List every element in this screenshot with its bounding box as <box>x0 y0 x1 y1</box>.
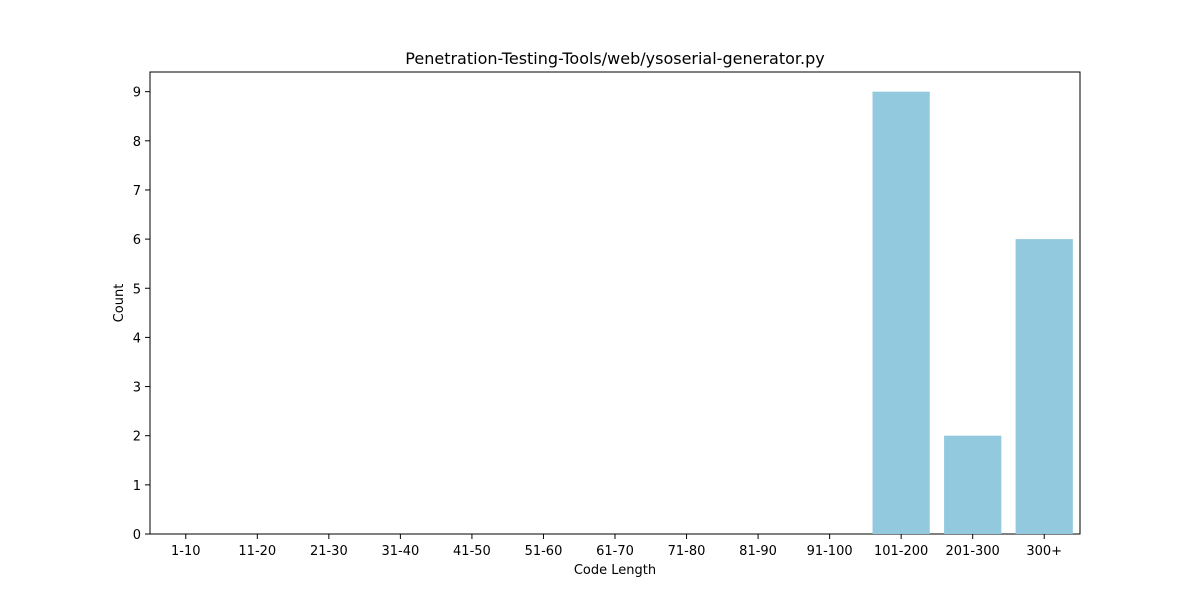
chart-title: Penetration-Testing-Tools/web/ysoserial-… <box>405 49 824 68</box>
x-tick-label: 201-300 <box>946 544 1000 559</box>
y-tick-label: 8 <box>133 135 141 150</box>
x-tick-label: 71-80 <box>668 544 706 559</box>
y-tick-label: 1 <box>133 479 141 494</box>
x-axis-label: Code Length <box>574 563 656 578</box>
y-tick-label: 0 <box>133 528 141 543</box>
bar-300+ <box>1015 239 1073 534</box>
bar-101-200 <box>872 91 930 534</box>
x-tick-label: 21-30 <box>310 544 348 559</box>
x-tick-label: 11-20 <box>238 544 276 559</box>
x-tick-label: 91-100 <box>807 544 853 559</box>
y-tick-label: 9 <box>133 86 141 101</box>
y-tick-label: 2 <box>133 430 141 445</box>
x-tick-label: 61-70 <box>596 544 634 559</box>
plot-area <box>149 71 1081 535</box>
y-tick-label: 7 <box>133 184 141 199</box>
x-axis: 1-10 11-20 21-30 31-40 41-50 51-60 61-70 71-80 8… <box>171 534 1062 559</box>
x-tick-label: 81-90 <box>739 544 777 559</box>
y-axis: 0 1 2 3 4 5 6 7 8 9 <box>133 86 150 543</box>
y-tick-label: 3 <box>133 381 141 396</box>
x-tick-label: 41-50 <box>453 544 491 559</box>
y-axis-label: Count <box>112 284 127 323</box>
x-tick-label: 1-10 <box>171 544 201 559</box>
y-tick-label: 4 <box>133 331 141 346</box>
x-tick-label: 300+ <box>1026 544 1062 559</box>
y-tick-label: 6 <box>133 233 141 248</box>
x-tick-label: 31-40 <box>381 544 419 559</box>
x-tick-label: 51-60 <box>525 544 563 559</box>
x-tick-label: 101-200 <box>874 544 928 559</box>
y-tick-label: 5 <box>133 282 141 297</box>
bar-201-300 <box>944 435 1002 534</box>
bars-group <box>872 91 1073 534</box>
